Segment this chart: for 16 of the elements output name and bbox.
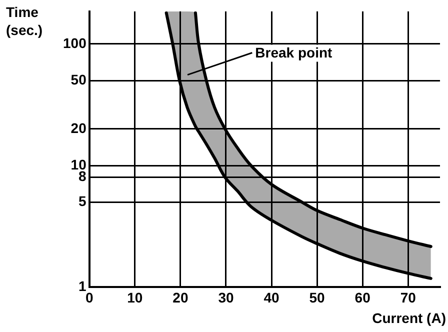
y-tick-label: 20 xyxy=(70,120,87,136)
y-tick-label: 50 xyxy=(70,71,87,88)
y-axis-title: Time (sec.) xyxy=(6,4,43,38)
x-tick-label: 70 xyxy=(400,289,416,306)
annotation: Break point xyxy=(255,44,333,61)
x-tick-label: 30 xyxy=(218,289,234,306)
x-tick-label: 20 xyxy=(172,289,188,306)
y-tick-label: 1 xyxy=(78,278,87,294)
x-tick-label: 10 xyxy=(127,289,143,306)
y-tick-label: 5 xyxy=(78,193,87,210)
x-axis-title: Current (A) xyxy=(372,310,446,326)
y-tick-label: 100 xyxy=(63,34,87,51)
x-tick-label: 40 xyxy=(264,289,280,306)
x-tick-label: 0 xyxy=(85,289,94,306)
x-tick-label: 60 xyxy=(354,289,371,306)
x-tick-label: 50 xyxy=(309,289,326,306)
